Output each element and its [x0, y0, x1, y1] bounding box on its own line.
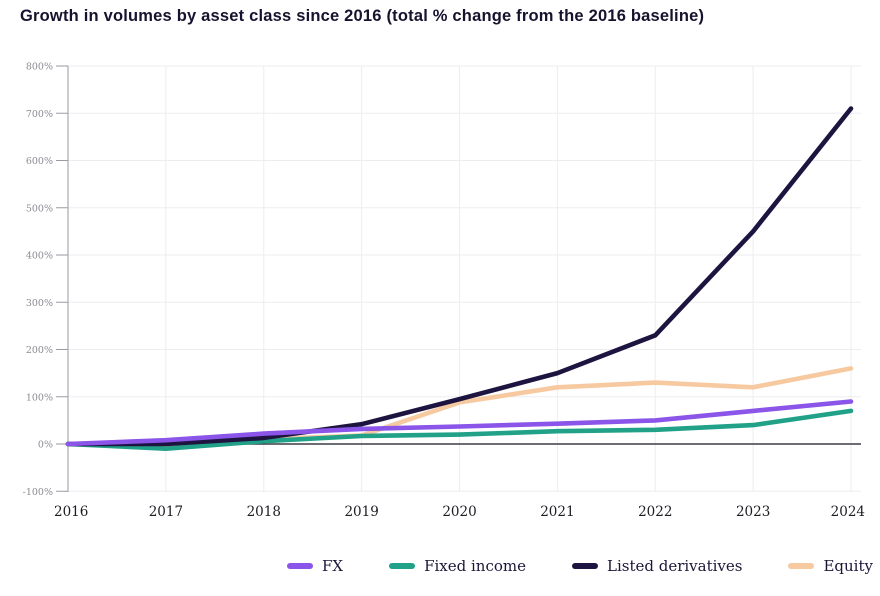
legend-item-equity: Equity [788, 557, 873, 575]
x-tick-label: 2020 [442, 504, 476, 520]
legend-label: Fixed income [424, 557, 526, 575]
legend-swatch-icon [287, 563, 313, 569]
x-tick-label: 2019 [344, 504, 378, 520]
chart-legend: FX Fixed income Listed derivatives Equity [287, 554, 873, 578]
x-tick-label: 2018 [247, 504, 281, 520]
x-tick-label: 2023 [736, 504, 770, 520]
x-tick-label: 2022 [638, 504, 672, 520]
y-tick-label: 0% [38, 440, 53, 451]
y-tick-label: -100% [23, 487, 53, 498]
y-tick-label: 500% [26, 203, 53, 214]
legend-item-fixed-income: Fixed income [389, 557, 526, 575]
x-tick-label: 2017 [149, 504, 183, 520]
x-tick-label: 2024 [831, 504, 865, 520]
y-tick-label: 100% [26, 392, 53, 403]
legend-swatch-icon [788, 563, 815, 569]
y-tick-label: 200% [26, 345, 53, 356]
series-line-fx [65, 399, 854, 447]
y-tick-label: 400% [26, 251, 53, 262]
series-line-listed-derivatives [65, 106, 854, 447]
y-tick-label: 600% [26, 156, 53, 167]
chart-title: Growth in volumes by asset class since 2… [20, 7, 705, 25]
legend-item-listed-derivatives: Listed derivatives [572, 557, 742, 575]
legend-swatch-icon [389, 563, 416, 569]
legend-swatch-icon [572, 563, 598, 569]
x-tick-label: 2016 [54, 504, 88, 520]
legend-label: FX [322, 557, 344, 575]
y-tick-label: 800% [26, 62, 53, 73]
x-tick-label: 2021 [540, 504, 574, 520]
y-tick-label: 300% [26, 298, 53, 309]
legend-item-fx: FX [287, 557, 343, 575]
legend-label: Equity [823, 557, 873, 575]
series-line-fixed-income [65, 408, 854, 452]
y-tick-label: 700% [26, 109, 53, 120]
legend-label: Listed derivatives [607, 557, 743, 575]
